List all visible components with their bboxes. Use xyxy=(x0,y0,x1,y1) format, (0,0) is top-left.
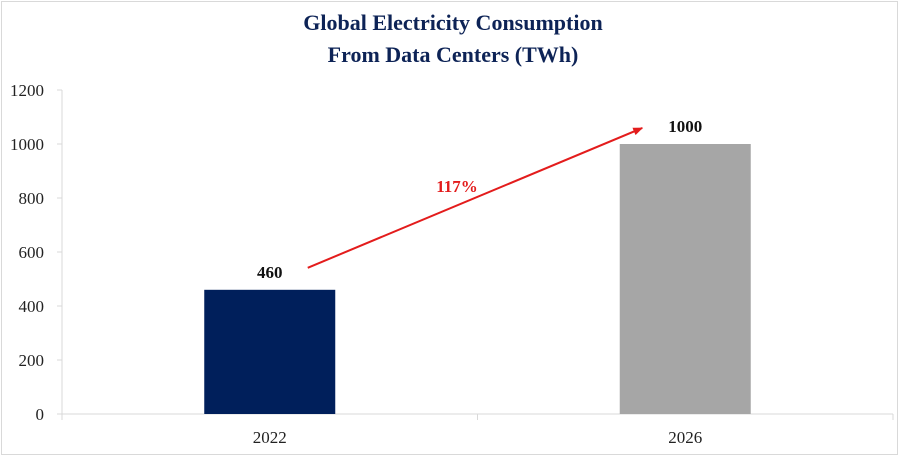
data-label-2026: 1000 xyxy=(668,117,702,136)
x-tick-label: 2026 xyxy=(668,428,702,447)
y-tick-label: 1200 xyxy=(10,81,44,100)
y-tick-label: 0 xyxy=(36,405,45,424)
growth-arrow xyxy=(307,127,644,269)
data-label-2022: 460 xyxy=(257,263,283,282)
y-tick-label: 400 xyxy=(19,297,45,316)
chart-title-line-2: From Data Centers (TWh) xyxy=(328,42,579,67)
y-tick-label: 600 xyxy=(19,243,45,262)
growth-annotation: 117% xyxy=(436,177,478,196)
y-tick-label: 800 xyxy=(19,189,45,208)
bar-2022 xyxy=(204,289,336,414)
y-tick-label: 1000 xyxy=(10,135,44,154)
chart-title-line-1: Global Electricity Consumption xyxy=(303,10,602,35)
bar-2026 xyxy=(619,144,751,414)
y-tick-label: 200 xyxy=(19,351,45,370)
x-tick-label: 2022 xyxy=(253,428,287,447)
